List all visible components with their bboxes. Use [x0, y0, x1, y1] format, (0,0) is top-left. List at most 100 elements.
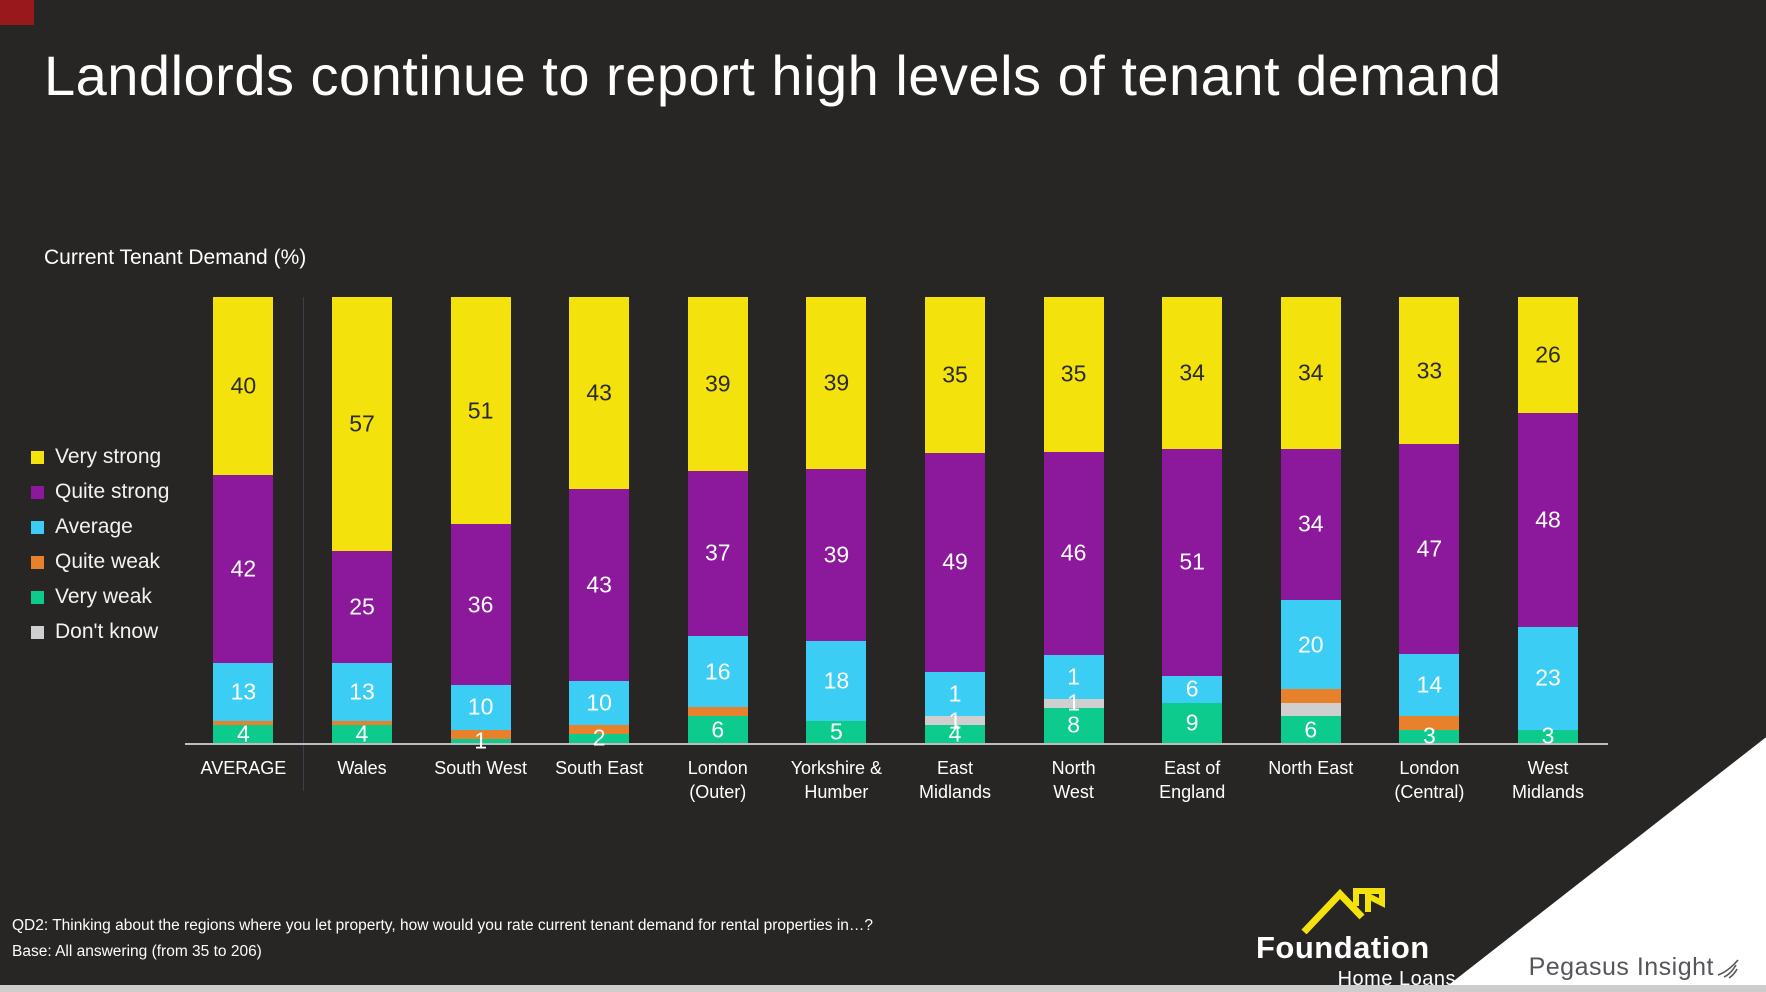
bar-segment-label: 13: [230, 678, 257, 705]
legend-swatch-very_weak: [31, 590, 44, 604]
bar-segment-very_weak: 4: [332, 720, 392, 747]
bar-segment-very_weak: 9: [1162, 702, 1223, 743]
chart-title: Current Tenant Demand (%): [44, 246, 307, 269]
bar-east-midlands: 35 49 1 1 4: [925, 297, 985, 747]
bar-segment-label: 1: [948, 707, 962, 734]
bar-segment-average: 18: [806, 641, 867, 721]
bar-segment-very_weak: 4: [925, 720, 985, 747]
bar-segment-average: 13: [213, 662, 274, 721]
bar-segment-very_strong: 39: [806, 297, 867, 470]
x-axis-line: [185, 743, 1608, 745]
x-axis-label: North East: [1268, 758, 1354, 778]
bar-segment-very_weak: 4: [213, 720, 274, 747]
bar-segment-very_weak: 6: [1280, 716, 1341, 743]
legend-swatch-dont_know: [31, 625, 44, 639]
footnote: QD2: Thinking about the regions where yo…: [12, 916, 873, 968]
bar-segment-very_strong: 35: [925, 297, 985, 454]
bar-segment-label: 40: [230, 372, 257, 399]
bar-segment-label: 4: [355, 720, 369, 747]
pegasus-wing-icon: [1717, 959, 1739, 979]
bar-segment-very_strong: 26: [1518, 297, 1578, 413]
bar-segment-quite_strong: 43: [569, 488, 630, 681]
x-axis-labels: AVERAGE Wales South West South East London (O…: [185, 756, 1608, 826]
bar-segment-label: 39: [705, 370, 731, 397]
bar-segment-label: 6: [1304, 716, 1318, 743]
bar-segment-quite_strong: 48: [1518, 412, 1578, 628]
bar-segment-quite_strong: 39: [806, 469, 867, 642]
bar-segment-label: 42: [230, 555, 257, 582]
bar-segment-average: 16: [687, 635, 748, 708]
bar-segment-label: 51: [1179, 548, 1205, 575]
bar-segment-very_weak: 1: [450, 729, 511, 752]
chart-legend: Very strong Quite strong Average Quite weak…: [31, 445, 170, 656]
bar-segment-label: 18: [823, 667, 850, 694]
bar-north-west: 35 46 1 1 8: [1043, 297, 1104, 743]
legend-label: Quite strong: [55, 480, 170, 503]
legend-item-average: Average: [31, 515, 169, 538]
bar-segment-label: 1: [948, 680, 962, 707]
chart-plot-area: 40 42 13 4 57 25 13 4 51 36 10 1 43 43 10 2 39 37 16 6 39 39 1…: [185, 297, 1608, 791]
bar-segment-label: 48: [1535, 506, 1561, 533]
bar-segment-label: 39: [823, 369, 850, 396]
bar-segment-dont_know: 1: [925, 709, 985, 732]
bar-segment-very_strong: 39: [687, 297, 748, 471]
bar-segment-very_weak: 3: [1518, 724, 1578, 747]
bar-segment-label: 4: [236, 720, 250, 747]
bar-segment-average: 10: [450, 685, 511, 730]
bar-segment-label: 51: [467, 397, 494, 424]
bottom-strip: [0, 985, 1766, 992]
bar-segment-label: 2: [592, 724, 606, 751]
bar-segment-label: 1: [474, 727, 487, 754]
x-axis-label: AVERAGE: [200, 758, 287, 778]
bar-segment-average: 6: [1162, 675, 1223, 703]
bar-segment-average: 23: [1518, 627, 1578, 730]
bar-segment-label: 49: [942, 548, 968, 575]
bar-segment-quite_weak: [450, 729, 511, 739]
bar-segment-average: 13: [332, 662, 392, 721]
x-axis-label: South West: [434, 758, 527, 778]
legend-swatch-quite_strong: [31, 485, 44, 499]
bar-segment-dont_know: [1280, 702, 1341, 717]
legend-item-very_strong: Very strong: [31, 445, 169, 468]
bar-west-midlands: 26 48 23 3: [1518, 297, 1578, 747]
bar-segment-average: 10: [569, 680, 630, 726]
bar-segment-label: 10: [586, 689, 612, 716]
bar-segment-label: 37: [705, 539, 731, 566]
legend-swatch-quite_weak: [31, 555, 44, 569]
bar-segment-label: 3: [1422, 722, 1436, 749]
bar-segment-very_weak: 6: [687, 716, 748, 743]
bar-segment-label: 35: [942, 361, 968, 388]
bar-segment-label: 34: [1179, 359, 1205, 386]
x-axis-label: East Midlands: [918, 758, 992, 802]
bar-segment-very_strong: 43: [569, 297, 630, 489]
bar-segment-quite_strong: 37: [687, 470, 748, 636]
bar-segment-label: 1: [1067, 663, 1080, 690]
x-axis-label: South East: [555, 758, 644, 778]
bar-segment-very_strong: 57: [332, 297, 392, 552]
bar-segment-very_strong: 51: [450, 297, 511, 525]
bar-segment-label: 23: [1535, 664, 1561, 691]
legend-swatch-average: [31, 520, 44, 534]
legend-label: Don't know: [55, 620, 159, 643]
bar-segment-very_strong: 40: [213, 297, 274, 476]
bar-segment-dont_know: 1: [1043, 691, 1104, 714]
bar-segment-quite_strong: 34: [1280, 448, 1341, 601]
bar-segment-label: 46: [1060, 539, 1087, 566]
legend-item-quite_strong: Quite strong: [31, 480, 170, 503]
bar-south-west: 51 36 10 1: [450, 297, 511, 752]
x-axis-label: Yorkshire & Humber: [790, 758, 883, 802]
bar-segment-label: 6: [1185, 675, 1199, 702]
legend-label: Very strong: [55, 445, 162, 468]
x-axis-label: Wales: [337, 758, 387, 778]
bar-segment-quite_weak: [213, 720, 274, 726]
legend-label: Average: [55, 515, 133, 538]
red-corner-mark: [0, 0, 34, 25]
bar-segment-label: 14: [1416, 671, 1443, 698]
bar-segment-very_weak: 5: [806, 720, 867, 743]
bar-segment-quite_strong: 46: [1043, 451, 1104, 655]
bar-segment-quite_strong: 42: [213, 475, 274, 663]
bar-segment-label: 4: [948, 720, 962, 747]
bar-segment-label: 43: [586, 379, 612, 406]
bar-segment-label: 35: [1060, 360, 1087, 387]
